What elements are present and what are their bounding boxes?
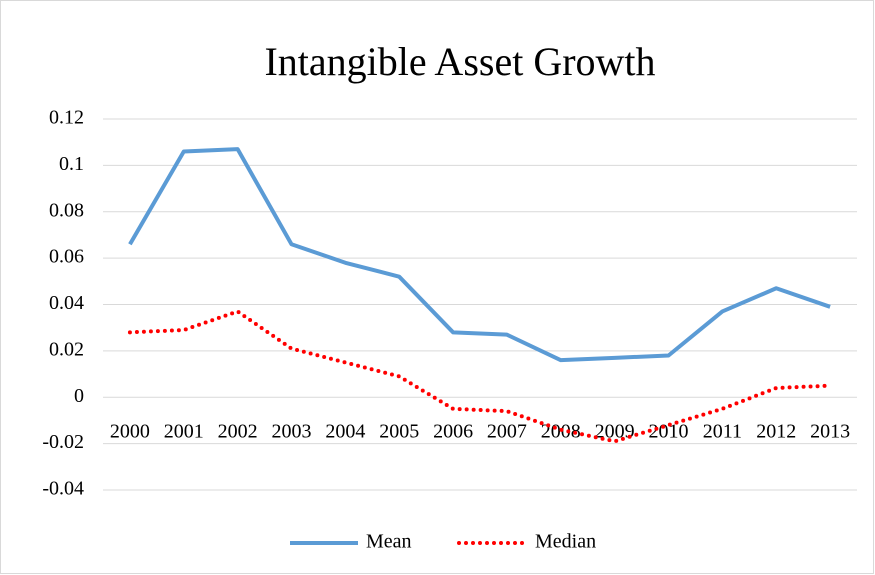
- x-tick-label: 2003: [272, 421, 312, 443]
- y-tick-label: 0.06: [49, 246, 84, 268]
- legend-label: Mean: [366, 531, 412, 553]
- x-tick-label: 2001: [164, 421, 204, 443]
- x-tick-label: 2002: [218, 421, 258, 443]
- x-tick-label: 2011: [703, 421, 742, 443]
- y-tick-label: 0: [74, 385, 84, 407]
- y-tick-label: 0.04: [49, 292, 84, 314]
- y-tick-label: 0.1: [59, 153, 84, 175]
- x-tick-label: 2004: [325, 421, 365, 443]
- x-tick-label: 2013: [810, 421, 850, 443]
- x-tick-label: 2012: [756, 421, 796, 443]
- series-line: [127, 309, 833, 444]
- y-tick-label: 0.02: [49, 338, 84, 360]
- x-tick-label: 2000: [110, 421, 150, 443]
- y-tick-label: -0.02: [42, 431, 84, 453]
- x-tick-label: 2005: [379, 421, 419, 443]
- chart-title: Intangible Asset Growth: [264, 39, 655, 84]
- series-line: [128, 147, 831, 363]
- y-tick-label: 0.12: [49, 107, 84, 129]
- y-tick-label: -0.04: [42, 478, 84, 500]
- legend-label: Median: [535, 531, 596, 553]
- x-tick-label: 2009: [595, 421, 635, 443]
- x-tick-label: 2007: [487, 421, 527, 443]
- y-tick-label: 0.08: [49, 199, 84, 221]
- x-tick-label: 2006: [433, 421, 473, 443]
- x-tick-label: 2010: [649, 421, 689, 443]
